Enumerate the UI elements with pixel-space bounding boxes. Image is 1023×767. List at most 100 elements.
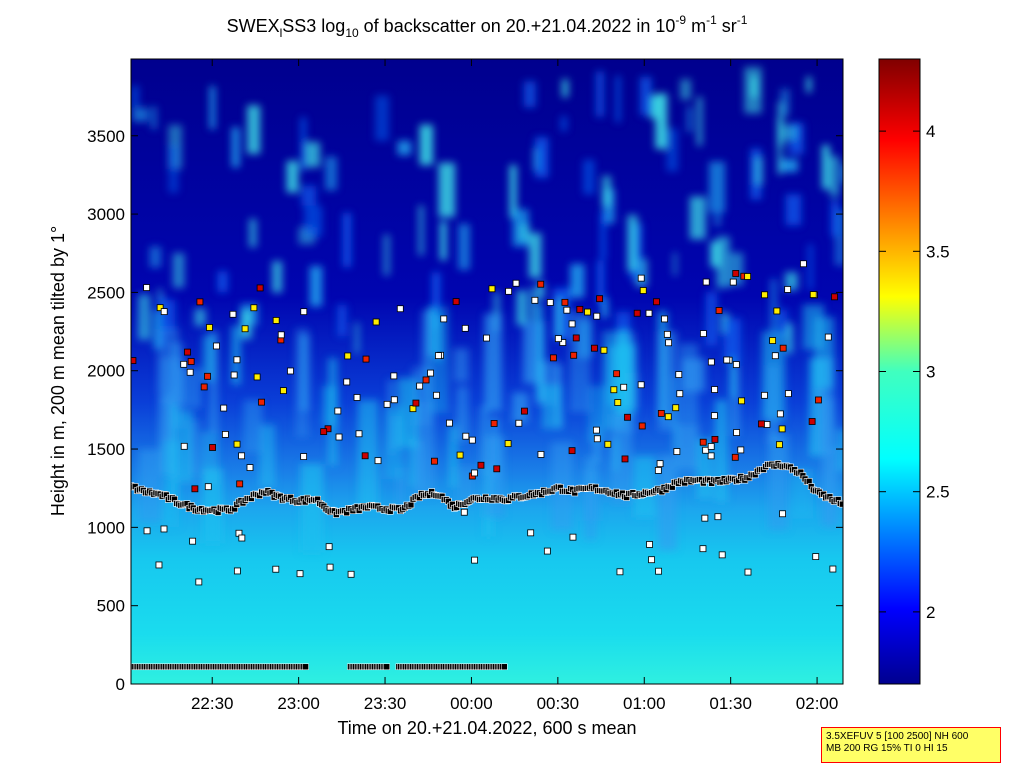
layer-marker (707, 452, 715, 460)
layer-marker (433, 391, 440, 399)
layer-marker (143, 284, 151, 291)
y-tick-label: 3000 (87, 205, 125, 224)
aerosol-plume (822, 446, 838, 527)
aerosol-patch (729, 252, 744, 286)
aerosol-patch (157, 297, 166, 348)
layer-marker (672, 404, 680, 412)
aerosol-plume (231, 325, 242, 385)
aerosol-plume (658, 331, 677, 431)
layer-marker (645, 309, 653, 317)
low-marker (238, 534, 246, 542)
aerosol-patch (419, 124, 434, 166)
aerosol-patch (217, 271, 228, 293)
low-marker (155, 561, 163, 569)
aerosol-patch (493, 292, 501, 332)
aerosol-plume (731, 365, 740, 436)
low-marker (718, 551, 726, 559)
layer-marker (504, 440, 512, 448)
layer-marker (241, 325, 249, 333)
aerosol-plume (802, 304, 825, 350)
layer-marker (809, 291, 817, 298)
aerosol-patch (778, 309, 788, 338)
x-tick-label: 01:30 (709, 694, 752, 713)
settings-line-1: 3.5XEFUV 5 [100 2500] NH 600 (826, 731, 969, 742)
aerosol-patch (806, 76, 812, 93)
aerosol-plume (243, 399, 263, 453)
aerosol-plume (153, 310, 161, 350)
low-marker (296, 570, 304, 578)
layer-marker (372, 318, 380, 326)
layer-marker (335, 433, 343, 441)
layer-marker (576, 305, 584, 313)
layer-marker (808, 418, 816, 425)
layer-marker (778, 425, 786, 433)
layer-marker (184, 348, 191, 356)
aerosol-patch (304, 205, 323, 237)
aerosol-patch (705, 291, 718, 346)
layer-marker (277, 331, 285, 339)
aerosol-patch (247, 105, 261, 154)
layer-marker (531, 296, 539, 304)
aerosol-plume (512, 392, 529, 423)
aerosol-patch (600, 212, 606, 260)
layer-marker (383, 400, 391, 408)
layer-marker (593, 312, 601, 320)
aerosol-patch (560, 116, 567, 132)
layer-marker (272, 317, 280, 324)
layer-marker (196, 298, 204, 306)
layer-marker (180, 360, 188, 368)
layer-marker (250, 304, 258, 312)
layer-marker (213, 342, 220, 350)
layer-marker (427, 369, 434, 377)
aerosol-plume (209, 331, 218, 434)
colorbar-tick-label: 3 (926, 363, 935, 382)
low-marker (143, 527, 151, 535)
layer-marker (187, 358, 195, 365)
layer-marker (353, 394, 361, 401)
layer-marker (512, 279, 520, 287)
layer-marker (815, 396, 822, 404)
aerosol-plume (583, 469, 600, 521)
layer-marker (221, 431, 229, 438)
layer-marker (156, 304, 164, 312)
layer-marker (604, 440, 612, 448)
aerosol-patch (301, 185, 317, 206)
aerosol-patch (649, 95, 659, 119)
layer-marker (715, 307, 723, 314)
layer-marker (613, 370, 621, 378)
aerosol-patch (337, 304, 347, 337)
aerosol-plume (822, 397, 836, 445)
x-axis: 22:30 23:00 23:30 00:00 00:30 01:00 01:30 02:00 (191, 59, 838, 713)
aerosol-patch (354, 322, 359, 354)
layer-marker (412, 399, 420, 407)
layer-marker (390, 372, 398, 380)
layer-marker (206, 324, 213, 331)
aerosol-patch (440, 221, 447, 261)
y-tick-label: 2000 (87, 362, 125, 381)
layer-marker (675, 371, 683, 378)
low-marker (527, 529, 535, 537)
aerosol-plume (610, 414, 633, 503)
layer-marker (665, 339, 673, 347)
layer-marker (230, 371, 238, 379)
low-marker (648, 556, 655, 564)
layer-marker (758, 420, 765, 428)
aerosol-plume (658, 455, 677, 551)
aerosol-patch (627, 214, 638, 272)
low-marker (195, 578, 203, 586)
colorbar: 2 2.5 3 3.5 4 (878, 58, 950, 685)
aerosol-patch (808, 244, 813, 290)
plot-area (131, 59, 843, 684)
aerosol-patch (561, 79, 569, 98)
layer-marker (390, 396, 398, 404)
x-tick-label: 00:30 (537, 694, 580, 713)
layer-marker (732, 361, 740, 368)
layer-marker (461, 324, 469, 332)
layer-marker (431, 457, 438, 465)
aerosol-patch (309, 266, 323, 307)
colorbar-tick-label: 3.5 (926, 242, 950, 261)
layer-marker (452, 298, 460, 305)
layer-marker (831, 293, 838, 301)
layer-marker (763, 421, 771, 428)
aerosol-plume (587, 385, 607, 443)
